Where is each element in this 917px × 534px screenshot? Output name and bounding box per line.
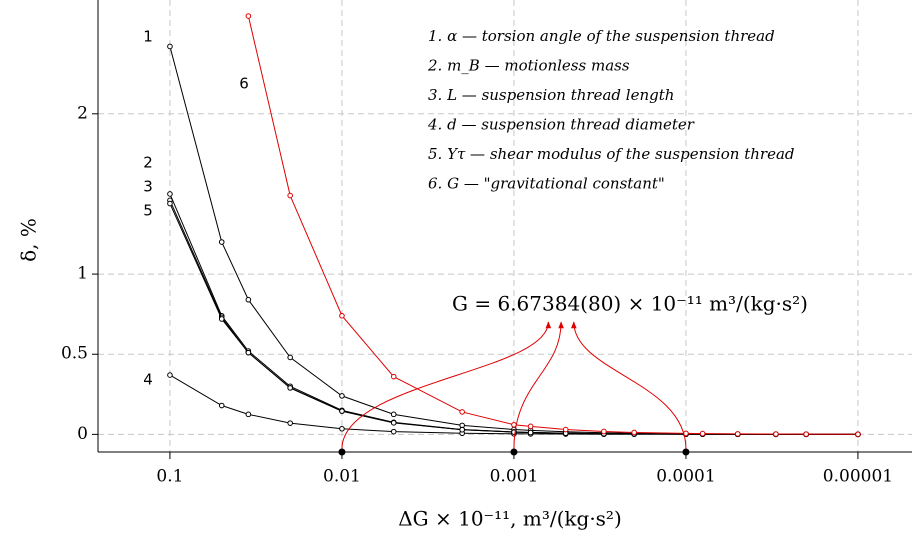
- y-axis-label: δ, %: [17, 218, 41, 262]
- arrow: [341, 321, 552, 450]
- data-point: [287, 385, 293, 391]
- data-point: [773, 431, 779, 437]
- data-point: [601, 428, 607, 435]
- data-point: [167, 191, 173, 197]
- data-point: [803, 431, 809, 437]
- data-point: [167, 200, 173, 207]
- series-line: [247, 15, 858, 435]
- data-point: [245, 13, 252, 19]
- data-point: [459, 426, 465, 433]
- data-point: [855, 431, 861, 438]
- data-point: [527, 429, 534, 436]
- y-tick-label: 2: [77, 103, 88, 123]
- data-point: [218, 239, 225, 245]
- curve-label: 1: [143, 28, 153, 46]
- data-point: [390, 411, 397, 418]
- data-point: [287, 192, 293, 199]
- y-tick-label: 0: [77, 424, 88, 444]
- data-point: [390, 420, 397, 426]
- data-point: [245, 349, 252, 356]
- legend-entry: 4. d — suspension thread diameter: [427, 116, 695, 134]
- y-tick-label: 0.5: [61, 344, 88, 364]
- arrow-origin: [682, 448, 690, 456]
- curve-label: 4: [143, 371, 153, 389]
- data-point: [390, 428, 397, 435]
- data-point: [287, 354, 293, 361]
- arrow-origin: [338, 448, 346, 456]
- legend-entry: 3. L — suspension thread length: [428, 86, 674, 104]
- curve-label: 2: [143, 154, 153, 172]
- legend-entry: 6. G — "gravitational constant": [428, 175, 665, 193]
- data-point: [699, 430, 706, 437]
- data-point: [527, 423, 534, 430]
- x-tick-label: 0.0001: [656, 467, 715, 487]
- data-point: [562, 426, 569, 433]
- x-tick-label: 0.00001: [823, 467, 893, 487]
- data-point: [218, 316, 225, 322]
- data-point: [339, 408, 345, 414]
- legend-entry: 2. m_B — motionless mass: [427, 57, 630, 75]
- data-point: [339, 393, 345, 399]
- curve-label: 3: [143, 178, 153, 196]
- x-axis-label: ΔG × 10⁻¹¹, m³/(kg·s²): [398, 507, 622, 531]
- data-point: [287, 420, 293, 426]
- data-point: [734, 431, 741, 437]
- data-point: [339, 425, 345, 432]
- data-point: [167, 43, 173, 50]
- y-tick-label: 1: [77, 264, 88, 284]
- arrow-origin: [510, 448, 518, 456]
- arrow: [513, 321, 564, 450]
- x-tick-label: 0.01: [323, 467, 361, 487]
- curve-label: 5: [143, 202, 153, 220]
- arrow: [571, 321, 687, 450]
- data-point: [167, 372, 173, 378]
- data-point: [245, 296, 252, 303]
- legend-entry: 1. α — torsion angle of the suspension t…: [428, 27, 775, 45]
- data-point: [631, 429, 637, 436]
- legend-entry: 5. Yτ — shear modulus of the suspension …: [428, 145, 795, 163]
- data-point: [218, 402, 225, 409]
- series-line: [169, 203, 858, 435]
- x-tick-label: 0.001: [490, 467, 539, 487]
- x-tick-label: 0.1: [156, 467, 183, 487]
- annotation: G = 6.67384(80) × 10⁻¹¹ m³/(kg·s²): [452, 292, 808, 316]
- curve-label: 6: [239, 75, 249, 93]
- data-point: [459, 409, 465, 415]
- data-point: [245, 411, 252, 418]
- data-point: [339, 312, 345, 319]
- data-point: [390, 373, 397, 380]
